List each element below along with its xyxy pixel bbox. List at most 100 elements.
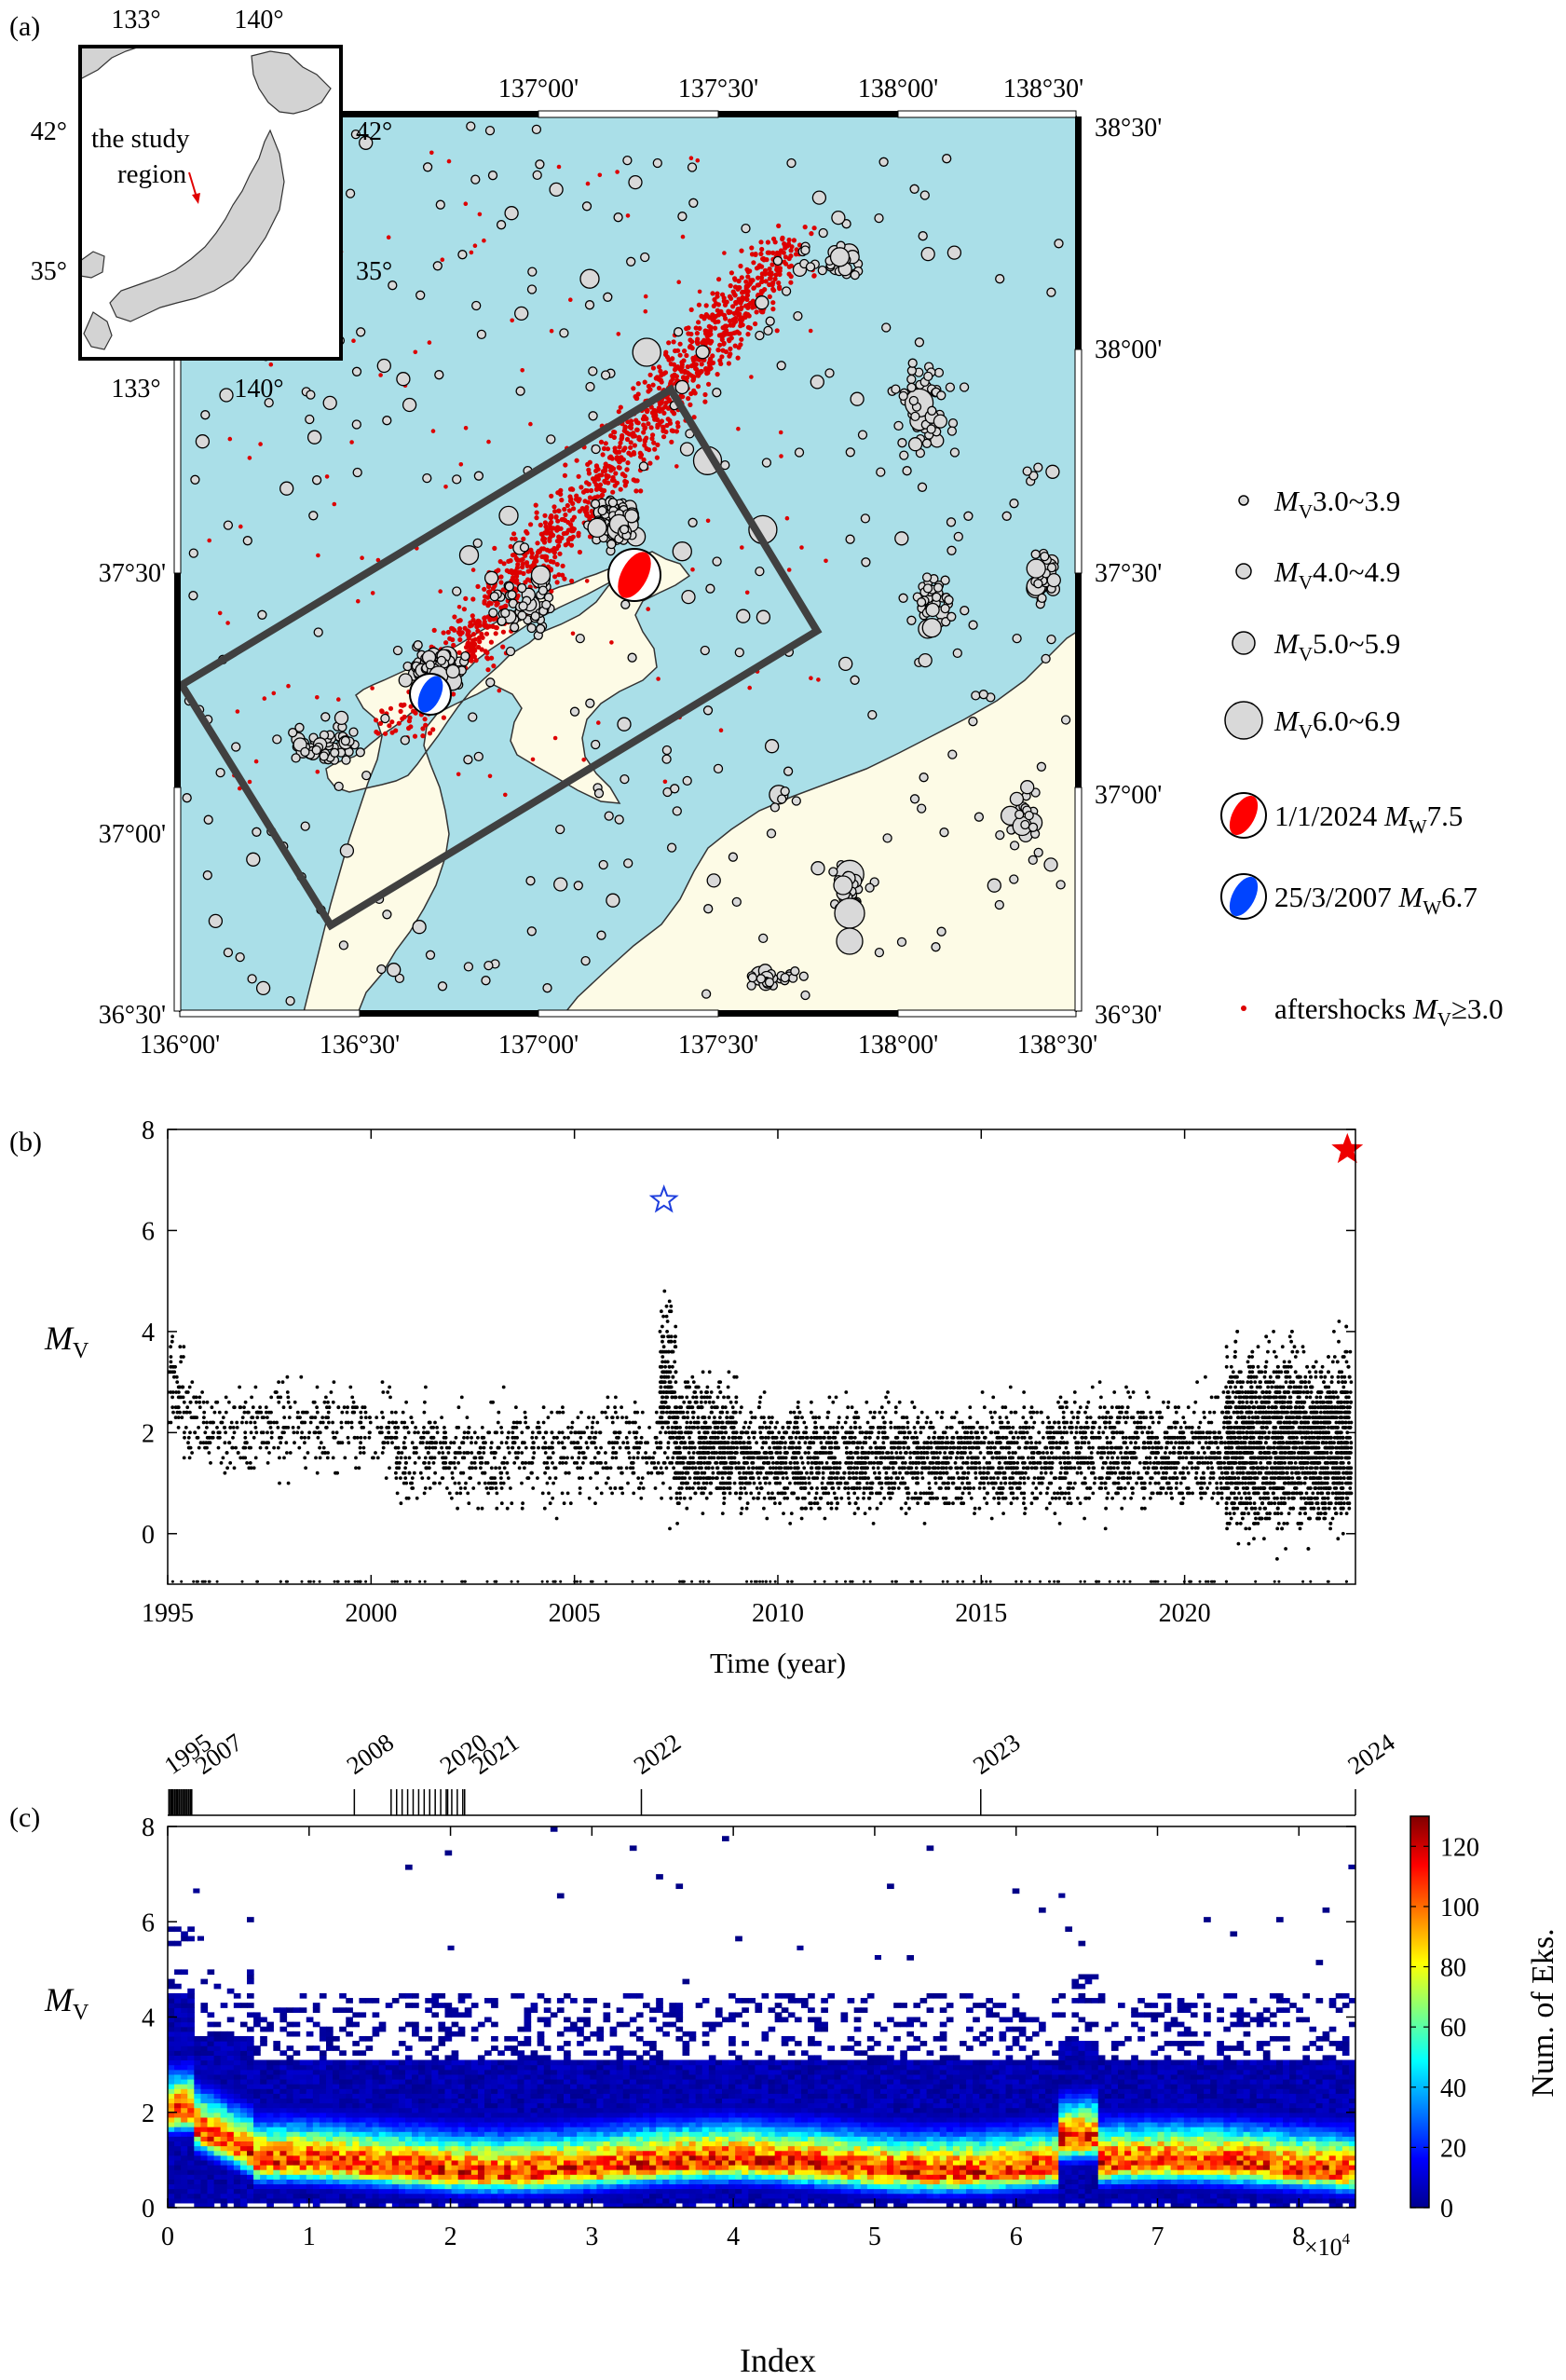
earthquake-circle <box>483 570 499 585</box>
event-point <box>483 1461 488 1465</box>
aftershock-dot <box>609 477 616 484</box>
aftershock-dot <box>487 589 493 595</box>
aftershock-dot <box>816 677 821 682</box>
map-top-tick: 137°00' <box>498 75 579 103</box>
event-point <box>702 1395 707 1400</box>
event-point <box>610 1491 614 1496</box>
event-point <box>688 1486 692 1490</box>
aftershock-dot <box>487 773 493 779</box>
aftershock-dot <box>650 409 656 415</box>
event-point <box>223 1441 227 1445</box>
earthquake-circle <box>380 713 390 724</box>
event-point <box>669 1339 673 1344</box>
event-point <box>348 1385 353 1389</box>
event-point <box>569 1441 574 1445</box>
event-point <box>629 1466 633 1470</box>
aftershock-dot <box>225 621 230 625</box>
aftershock-dot <box>557 551 563 556</box>
earthquake-circle <box>899 450 909 460</box>
earthquake-circle <box>978 690 988 700</box>
aftershock-dot <box>695 336 701 342</box>
earthquake-circle <box>777 794 787 804</box>
aftershock-dot <box>675 424 681 430</box>
event-point <box>725 1410 729 1415</box>
event-point <box>316 1435 320 1440</box>
earthquake-circle <box>794 447 805 458</box>
aftershock-dot <box>676 280 681 285</box>
event-point <box>463 1486 468 1490</box>
event-point <box>667 1390 671 1394</box>
event-point <box>257 1410 262 1415</box>
aftershock-dot <box>749 245 755 251</box>
aftershock-dot <box>664 422 670 429</box>
aftershock-dot <box>614 455 620 460</box>
event-point <box>192 1395 197 1400</box>
event-point <box>995 1435 1000 1440</box>
event-point <box>722 1426 727 1429</box>
event-point <box>703 1400 708 1404</box>
event-point <box>831 1486 836 1490</box>
map-left-tick: 37°30' <box>99 559 166 588</box>
event-point <box>394 1461 399 1465</box>
aftershock-dot <box>713 314 718 320</box>
event-point <box>197 1405 202 1410</box>
aftershock-dot <box>482 238 486 243</box>
event-point <box>462 1456 467 1460</box>
event-point <box>545 1481 550 1485</box>
event-point <box>733 1435 737 1440</box>
event-point <box>813 1420 817 1425</box>
aftershock-dot <box>669 356 675 362</box>
event-point <box>456 1506 459 1511</box>
aftershock-dot <box>370 591 375 595</box>
earthquake-circle <box>535 159 545 170</box>
event-point <box>665 1370 669 1375</box>
aftershock-dot <box>693 325 699 331</box>
aftershock-dot <box>738 263 743 269</box>
earthquake-circle <box>1060 715 1071 725</box>
aftershock-dot <box>751 260 756 266</box>
event-point <box>316 1426 320 1429</box>
event-point <box>620 1416 624 1419</box>
aftershock-dot <box>315 695 320 700</box>
event-point <box>685 1486 689 1490</box>
event-point <box>702 1461 706 1465</box>
event-point <box>924 1420 929 1425</box>
event-point <box>489 1466 494 1470</box>
event-point <box>395 1466 399 1470</box>
event-point <box>398 1461 402 1465</box>
event-point <box>633 1410 637 1415</box>
event-point <box>530 1461 535 1465</box>
event-point <box>722 1486 726 1490</box>
aftershock-dot <box>605 475 610 481</box>
event-point <box>432 1456 437 1460</box>
event-point <box>570 1456 575 1460</box>
event-point <box>286 1395 291 1400</box>
event-point <box>569 1430 573 1435</box>
event-point <box>335 1470 339 1475</box>
event-point <box>674 1426 678 1429</box>
earthquake-circle <box>666 842 677 853</box>
event-point <box>293 1400 297 1404</box>
event-point <box>674 1496 679 1500</box>
event-point <box>427 1461 431 1465</box>
event-point <box>675 1470 679 1475</box>
event-point <box>987 1481 990 1485</box>
earthquake-circle <box>603 292 613 302</box>
event-point <box>700 1426 704 1429</box>
map-frame-ticks <box>173 110 1083 1018</box>
event-point <box>715 1441 718 1445</box>
event-point <box>554 1516 559 1521</box>
event-point <box>178 1410 182 1415</box>
event-point <box>683 1380 688 1384</box>
event-point <box>548 1476 552 1480</box>
aftershock-dot <box>510 536 514 541</box>
event-point <box>380 1380 385 1384</box>
aftershock-dot <box>549 588 554 595</box>
earthquake-circle <box>525 876 536 886</box>
event-point <box>722 1445 727 1450</box>
event-point <box>729 1420 734 1425</box>
event-point <box>512 1435 517 1440</box>
event-point <box>660 1324 664 1329</box>
map-right-tick: 38°30' <box>1095 114 1162 143</box>
event-point <box>610 1441 615 1445</box>
